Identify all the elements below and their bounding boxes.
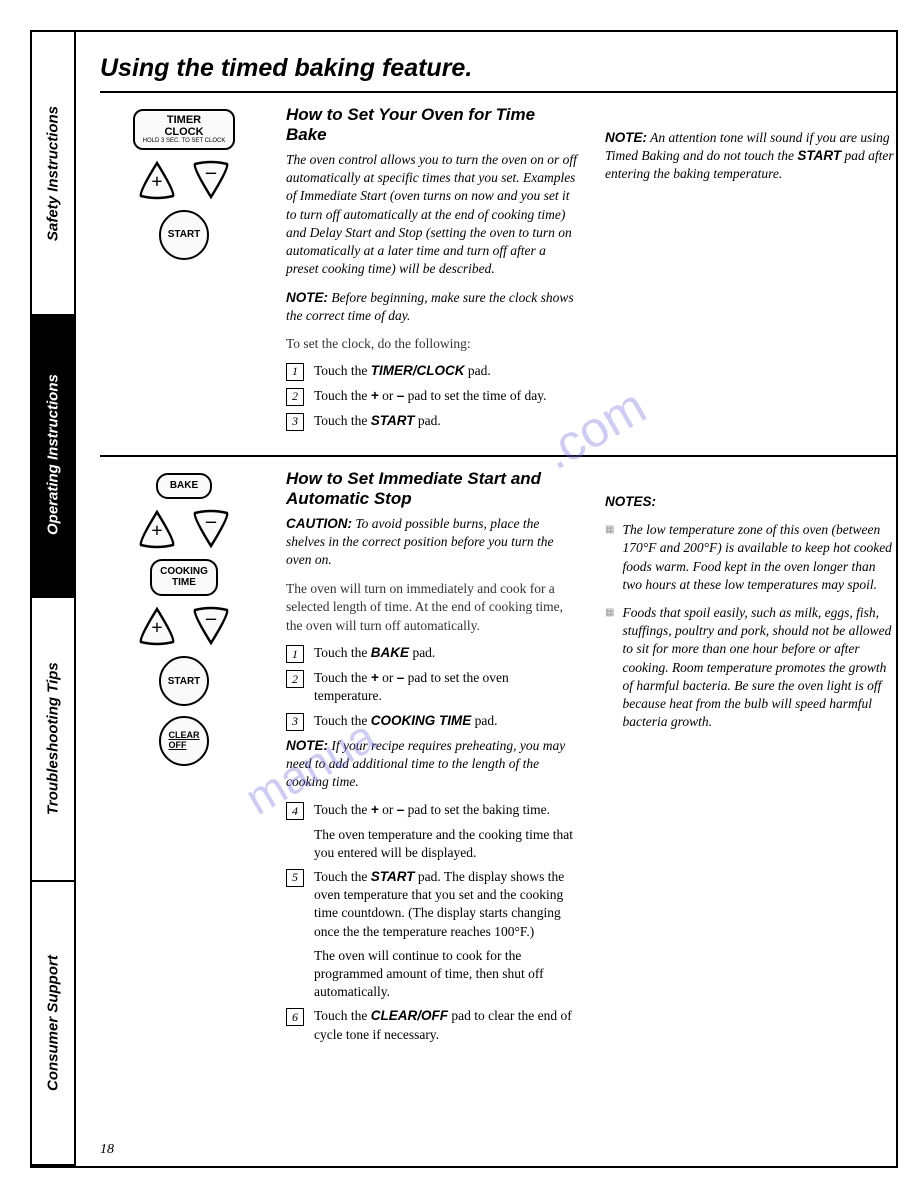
step-number: 1	[286, 363, 304, 381]
note-label: NOTE:	[286, 738, 328, 753]
note-text: Before beginning, make sure the clock sh…	[286, 290, 574, 323]
plus-pad: +	[135, 160, 179, 200]
content-area: Using the timed baking feature. TIMER CL…	[76, 32, 896, 1166]
step: 2 Touch the + or – pad to set the time of…	[286, 387, 577, 406]
step-text: Touch the BAKE pad.	[314, 644, 577, 663]
step-number: 2	[286, 670, 304, 688]
note-text: If your recipe requires preheating, you …	[286, 738, 565, 789]
section2-right-col: NOTES: The low temperature zone of this …	[605, 469, 896, 1050]
step-number: 4	[286, 802, 304, 820]
section1-heading: How to Set Your Oven for Time Bake	[286, 105, 577, 145]
start-pad-ref: START	[797, 148, 841, 163]
clear-off-pad: CLEAROFF	[159, 716, 209, 766]
section2-steps-a: 1 Touch the BAKE pad. 2 Touch the + or – pa…	[286, 644, 577, 730]
cooking-l1: COOKING	[160, 566, 208, 577]
step: 3 Touch the COOKING TIME pad.	[286, 712, 577, 731]
caution-label: CAUTION:	[286, 516, 352, 531]
notes-label: NOTES:	[605, 494, 656, 509]
minus-pad: –	[189, 606, 233, 646]
start-pad: START	[159, 656, 209, 706]
svg-text:+: +	[151, 520, 162, 542]
step-number: 2	[286, 388, 304, 406]
step-number: 3	[286, 413, 304, 431]
tab-safety[interactable]: Safety Instructions	[32, 32, 74, 314]
note-label: NOTE:	[286, 290, 328, 305]
step-text: Touch the + or – pad to set the baking t…	[314, 801, 577, 862]
minus-pad: –	[189, 509, 233, 549]
page-number: 18	[100, 1142, 114, 1158]
step: 5 Touch the START pad. The display shows …	[286, 868, 577, 1002]
note-bullet: The low temperature zone of this oven (b…	[605, 521, 896, 594]
section2-note: NOTE: If your recipe requires preheating…	[286, 737, 577, 792]
svg-text:–: –	[205, 510, 217, 532]
svg-text:+: +	[151, 617, 162, 639]
clear-l1: CLEAR	[169, 730, 200, 740]
section-immediate-start: BAKE + – COOKINGTIME + – START CLEAROFF	[100, 469, 896, 1050]
note-label: NOTE:	[605, 130, 647, 145]
step-text: Touch the TIMER/CLOCK pad.	[314, 362, 577, 381]
rule-top	[100, 91, 896, 93]
tab-consumer-support[interactable]: Consumer Support	[32, 882, 74, 1166]
note-bullet: Foods that spoil easily, such as milk, e…	[605, 604, 896, 732]
step-number: 6	[286, 1008, 304, 1026]
step: 1 Touch the TIMER/CLOCK pad.	[286, 362, 577, 381]
section1-intro: The oven control allows you to turn the …	[286, 151, 577, 279]
rule-mid	[100, 455, 896, 457]
step: 2 Touch the + or – pad to set the oven te…	[286, 669, 577, 705]
section2-intro: The oven will turn on immediately and co…	[286, 580, 577, 637]
step-text: Touch the + or – pad to set the oven tem…	[314, 669, 577, 705]
cooking-l2: TIME	[172, 577, 196, 588]
step-text: Touch the START pad. The display shows t…	[314, 868, 577, 1002]
step: 6 Touch the CLEAR/OFF pad to clear the en…	[286, 1007, 577, 1043]
bake-pad: BAKE	[156, 473, 212, 500]
section1-steps: 1 Touch the TIMER/CLOCK pad. 2 Touch the + …	[286, 362, 577, 431]
control-panel-1: TIMER CLOCK HOLD 3 SEC. TO SET CLOCK + –…	[100, 105, 268, 437]
step-text: Touch the START pad.	[314, 412, 577, 431]
step-text: Touch the COOKING TIME pad.	[314, 712, 577, 731]
cooking-time-pad: COOKINGTIME	[150, 559, 218, 596]
notes-heading: NOTES:	[605, 493, 896, 511]
section1-note: NOTE: Before beginning, make sure the cl…	[286, 289, 577, 325]
step-number: 1	[286, 645, 304, 663]
tab-troubleshooting[interactable]: Troubleshooting Tips	[32, 598, 74, 882]
start-pad: START	[159, 210, 209, 260]
step-text: Touch the CLEAR/OFF pad to clear the end…	[314, 1007, 577, 1043]
hold-label: HOLD 3 SEC. TO SET CLOCK	[143, 138, 226, 145]
clock-label: CLOCK	[164, 126, 203, 138]
notes-list: The low temperature zone of this oven (b…	[605, 521, 896, 731]
step-number: 3	[286, 713, 304, 731]
timer-label: TIMER	[167, 114, 201, 126]
timer-clock-pad: TIMER CLOCK HOLD 3 SEC. TO SET CLOCK	[133, 109, 236, 150]
clear-l2: OFF	[169, 740, 187, 750]
step: 4 Touch the + or – pad to set the baking …	[286, 801, 577, 862]
tab-operating[interactable]: Operating Instructions	[32, 314, 74, 598]
section1-right-note: NOTE: An attention tone will sound if yo…	[605, 129, 896, 184]
svg-text:–: –	[205, 161, 217, 183]
section1-right-col: NOTE: An attention tone will sound if yo…	[605, 105, 896, 437]
section2-heading: How to Set Immediate Start and Automatic…	[286, 469, 577, 509]
section1-left-col: How to Set Your Oven for Time Bake The o…	[286, 105, 577, 437]
control-panel-2: BAKE + – COOKINGTIME + – START CLEAROFF	[100, 469, 268, 1050]
page-frame: Safety Instructions Operating Instructio…	[30, 30, 898, 1168]
section1-lead: To set the clock, do the following:	[286, 335, 577, 354]
svg-text:–: –	[205, 607, 217, 629]
side-tabs: Safety Instructions Operating Instructio…	[32, 32, 76, 1166]
svg-text:+: +	[151, 171, 162, 193]
step-number: 5	[286, 869, 304, 887]
section-time-bake: TIMER CLOCK HOLD 3 SEC. TO SET CLOCK + –…	[100, 105, 896, 437]
section2-steps-b: 4 Touch the + or – pad to set the baking …	[286, 801, 577, 1044]
step-text: Touch the + or – pad to set the time of …	[314, 387, 577, 406]
section2-left-col: How to Set Immediate Start and Automatic…	[286, 469, 577, 1050]
plus-pad: +	[135, 606, 179, 646]
step: 1 Touch the BAKE pad.	[286, 644, 577, 663]
step: 3 Touch the START pad.	[286, 412, 577, 431]
page-title: Using the timed baking feature.	[100, 54, 896, 83]
section2-caution: CAUTION: To avoid possible burns, place …	[286, 515, 577, 570]
minus-pad: –	[189, 160, 233, 200]
plus-pad: +	[135, 509, 179, 549]
